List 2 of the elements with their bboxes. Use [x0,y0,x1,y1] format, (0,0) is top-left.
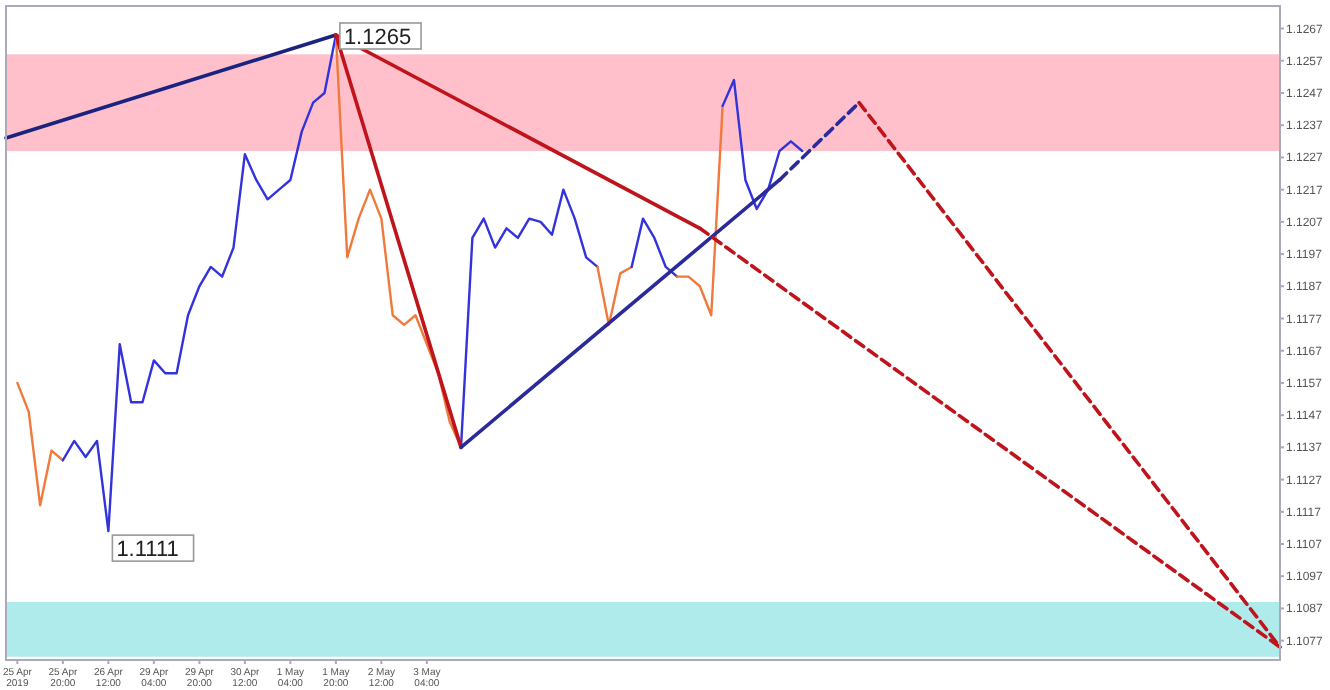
annotation: 1.1111 [116,538,179,563]
annotation: 1.1265 [343,26,412,50]
